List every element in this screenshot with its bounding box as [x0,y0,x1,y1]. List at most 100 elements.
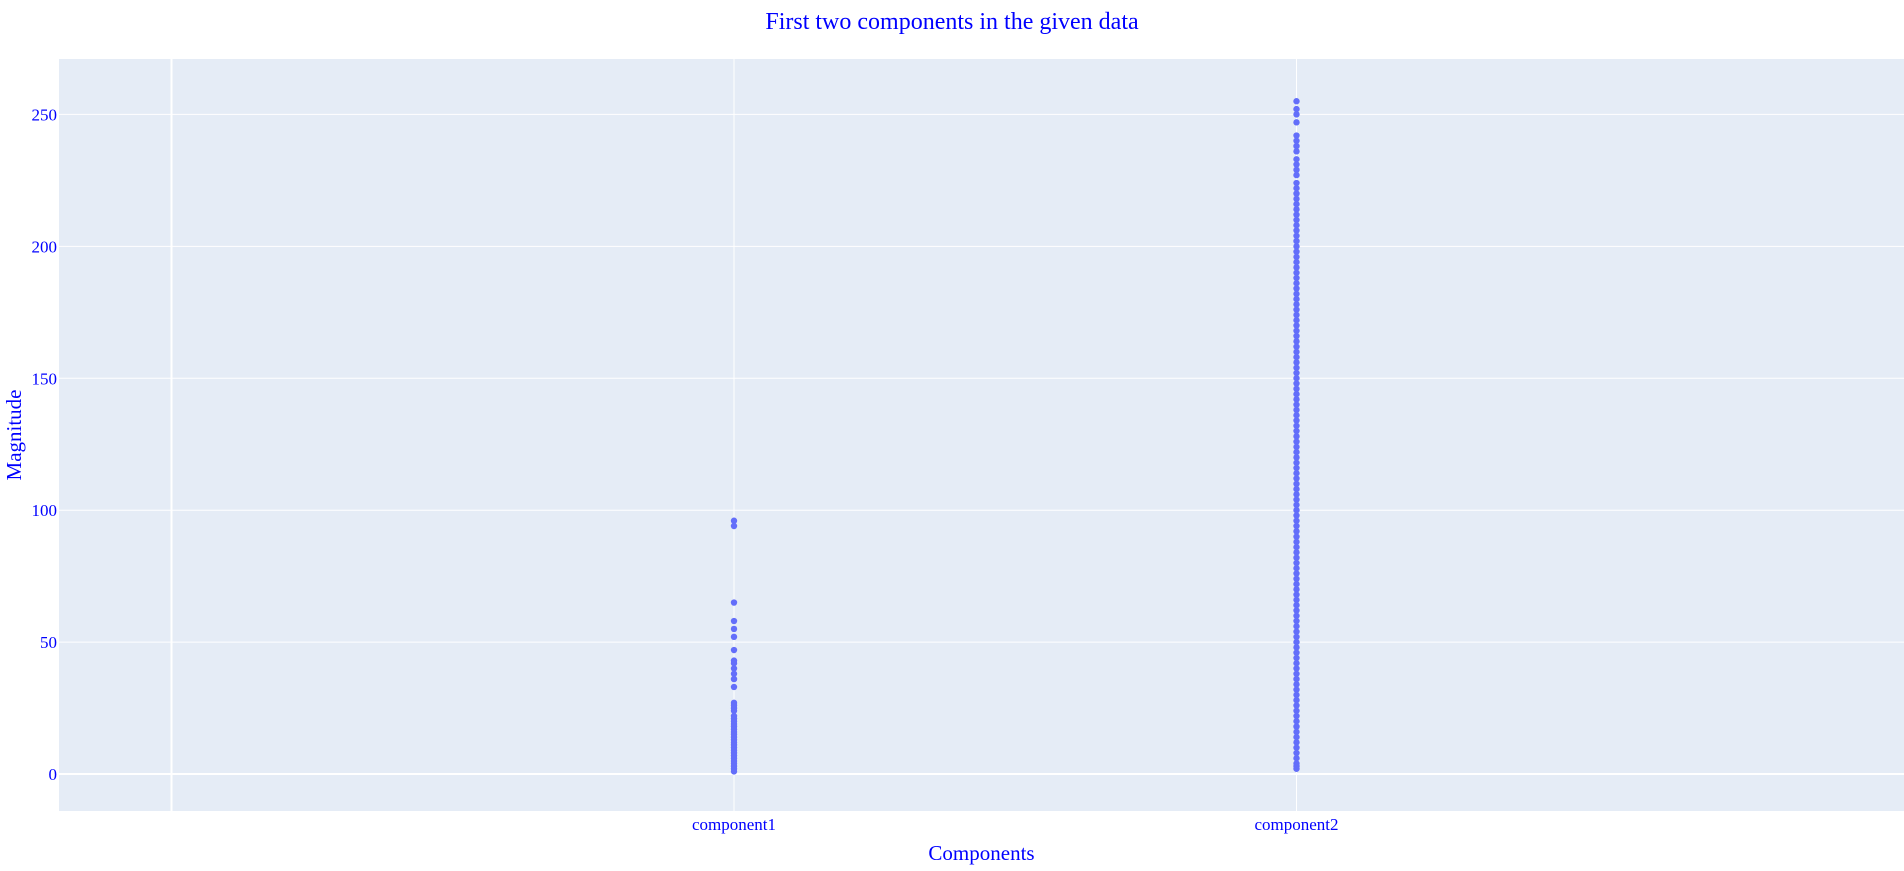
data-point [1293,227,1300,234]
data-point [1293,390,1300,398]
data-point [1293,681,1300,688]
data-point [1293,417,1300,424]
chart-title: First two components in the given data [765,9,1139,35]
data-point [1293,691,1300,699]
data-point [1293,243,1300,250]
data-point [1293,142,1300,150]
data-points [730,98,1300,775]
data-point [1293,443,1300,451]
data-point [730,660,738,667]
y-tick-label: 150 [32,369,58,388]
y-tick-label: 100 [32,501,58,520]
data-point [1293,654,1300,662]
data-point [1293,306,1300,313]
y-axis-ticks: 0 50 100 150 200 250 [32,105,58,784]
data-point [730,646,738,654]
data-point [1293,237,1300,245]
data-point [730,707,738,714]
data-point [730,522,738,530]
data-point [1293,295,1300,303]
data-point [1293,501,1300,509]
grid-lines [59,59,1904,811]
data-point [1293,538,1300,546]
data-point [1293,675,1300,683]
data-point [1293,385,1300,393]
data-point [730,617,738,625]
data-point [1293,696,1300,704]
data-point [1293,422,1300,429]
data-point [1293,749,1300,757]
data-point [1293,733,1300,741]
data-point [1293,353,1300,361]
data-point [1293,190,1300,197]
data-point [1293,438,1300,445]
data-point [1293,348,1300,356]
data-point [1293,723,1300,730]
data-point [1293,179,1300,187]
data-point [1293,575,1300,583]
data-point [1293,448,1300,456]
data-point [1293,232,1300,239]
data-point [1293,216,1300,224]
data-point [1293,570,1300,577]
data-point [1293,649,1300,656]
data-point [1293,433,1300,440]
data-point [1293,171,1300,179]
data-point [1293,317,1300,324]
data-point [1293,161,1300,168]
data-point [1293,485,1300,493]
data-point [1293,111,1300,118]
data-point [1293,280,1300,287]
data-point [1293,301,1300,308]
data-point [730,670,738,677]
data-point [1293,290,1300,298]
data-point [1293,412,1300,419]
data-point [1293,712,1300,720]
data-point [1293,364,1300,371]
data-point [1293,533,1300,540]
data-point [1293,491,1300,498]
data-point [1293,427,1300,435]
data-point [1293,565,1300,572]
data-point [1293,596,1300,604]
data-point [1293,211,1300,218]
data-point [1293,322,1300,329]
data-point [1293,285,1300,292]
data-point [1293,119,1300,126]
data-point [1293,718,1300,725]
x-tick-label: component1 [692,815,776,834]
data-point [1293,554,1300,561]
data-point [1293,617,1300,625]
data-point [1293,156,1300,163]
data-point [1293,591,1300,598]
data-point [1293,248,1300,255]
data-point [1293,195,1300,203]
data-point [1293,707,1300,714]
data-point [1293,311,1300,319]
data-point [1293,612,1300,619]
data-point [730,517,738,524]
data-point [1293,549,1300,556]
data-point [730,625,738,633]
data-point [1293,586,1300,593]
data-point [1293,728,1300,736]
data-point [1293,607,1300,614]
data-point [1293,522,1300,530]
data-point [1293,327,1300,334]
data-point [1293,258,1300,266]
data-point [1293,369,1300,377]
data-point [1293,464,1300,472]
data-point [1293,507,1300,514]
data-point [1293,269,1300,276]
data-point [730,633,738,641]
data-point [1293,459,1300,466]
plot-area [59,59,1904,811]
y-tick-label: 50 [40,633,57,652]
data-point [1293,512,1300,519]
data-point [1293,343,1300,350]
data-point [1293,755,1300,762]
y-tick-label: 0 [49,765,58,784]
data-point [730,599,738,606]
data-point [1293,480,1300,488]
